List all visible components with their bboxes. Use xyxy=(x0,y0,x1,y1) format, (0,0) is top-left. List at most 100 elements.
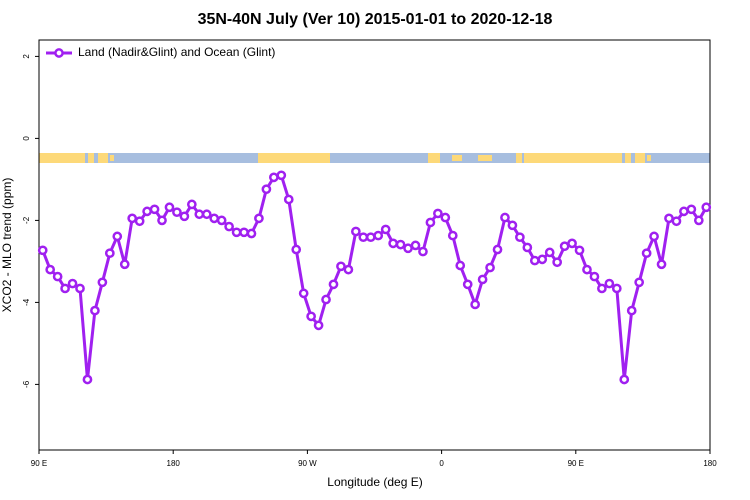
land-ocean-strip xyxy=(39,153,710,163)
data-point xyxy=(425,217,436,228)
data-point xyxy=(522,242,533,253)
data-point xyxy=(90,305,100,316)
data-point xyxy=(37,245,48,256)
y-tick-label: 0 xyxy=(22,136,31,141)
land xyxy=(88,153,94,163)
data-point xyxy=(634,277,645,288)
data-point xyxy=(254,213,264,224)
data-point xyxy=(298,288,309,299)
data-point xyxy=(75,283,85,294)
data-point xyxy=(112,231,123,242)
data-point xyxy=(597,283,607,294)
data-point xyxy=(358,232,369,243)
data-point xyxy=(321,294,331,305)
data-point xyxy=(552,257,563,268)
y-tick-label: 2 xyxy=(22,54,31,59)
land xyxy=(452,155,462,161)
data-point xyxy=(656,259,667,270)
data-point xyxy=(500,212,510,223)
data-point xyxy=(611,283,622,294)
data-point xyxy=(291,244,302,255)
land xyxy=(110,155,114,161)
data-point xyxy=(507,220,518,231)
data-point xyxy=(365,232,376,243)
data-point xyxy=(179,211,190,222)
x-tick-label: 90 W xyxy=(298,459,317,468)
x-tick-label: 90 E xyxy=(568,459,584,468)
data-point xyxy=(119,259,130,270)
data-point xyxy=(582,264,592,275)
data-point xyxy=(283,194,294,205)
legend-marker xyxy=(54,48,64,58)
legend-label: Land (Nadir&Glint) and Ocean (Glint) xyxy=(78,45,275,59)
data-point xyxy=(149,204,160,215)
data-point xyxy=(380,224,391,235)
y-tick-label: -2 xyxy=(22,216,31,224)
y-axis-label: XCO2 - MLO trend (ppm) xyxy=(0,178,14,313)
data-point xyxy=(306,311,316,322)
data-point xyxy=(127,213,138,224)
data-point xyxy=(336,261,346,272)
data-point xyxy=(82,374,93,385)
land xyxy=(428,153,440,163)
data-point xyxy=(224,221,234,232)
data-point xyxy=(239,227,249,238)
data-point xyxy=(395,239,406,250)
data-point xyxy=(313,320,324,331)
data-point xyxy=(649,231,659,242)
data-point xyxy=(433,208,443,219)
land xyxy=(478,155,492,161)
data-point xyxy=(485,262,495,273)
data-point xyxy=(440,212,451,223)
data-point xyxy=(537,254,548,265)
data-point xyxy=(701,202,712,213)
data-point xyxy=(515,232,525,243)
x-tick-label: 180 xyxy=(703,459,717,468)
data-point xyxy=(447,230,458,241)
data-point xyxy=(455,260,466,271)
land xyxy=(647,155,651,161)
land xyxy=(625,153,631,163)
data-point xyxy=(142,206,152,217)
data-point xyxy=(641,248,652,259)
data-point xyxy=(388,238,398,249)
data-point xyxy=(172,207,182,218)
data-point xyxy=(410,240,421,251)
x-axis-label: Longitude (deg E) xyxy=(327,475,422,489)
data-point xyxy=(157,215,167,226)
data-point xyxy=(604,278,615,289)
data-point xyxy=(52,271,63,282)
data-point xyxy=(343,264,354,275)
data-point xyxy=(373,230,384,241)
x-tick-label: 90 E xyxy=(31,459,47,468)
data-point xyxy=(45,264,56,275)
data-point xyxy=(567,238,577,249)
data-point xyxy=(574,245,585,256)
data-point xyxy=(97,277,108,288)
data-point xyxy=(216,215,227,226)
data-point xyxy=(269,172,279,183)
chart-title: 35N-40N July (Ver 10) 2015-01-01 to 2020… xyxy=(198,11,553,28)
data-point xyxy=(67,278,78,289)
land xyxy=(524,153,622,163)
ocean xyxy=(39,153,710,163)
data-point xyxy=(686,204,697,215)
data-point xyxy=(671,216,682,227)
land xyxy=(39,153,85,163)
data-point xyxy=(351,226,361,237)
data-point xyxy=(186,199,197,210)
data-point xyxy=(544,247,555,258)
land xyxy=(635,153,645,163)
data-point xyxy=(679,206,689,217)
data-point xyxy=(194,209,205,220)
land xyxy=(516,153,522,163)
land xyxy=(98,153,108,163)
data-point xyxy=(60,283,70,294)
y-tick-label: -6 xyxy=(22,380,31,388)
data-point xyxy=(246,228,257,239)
data-point xyxy=(529,255,540,266)
data-point xyxy=(209,213,220,224)
land xyxy=(258,153,330,163)
data-point xyxy=(492,244,503,255)
